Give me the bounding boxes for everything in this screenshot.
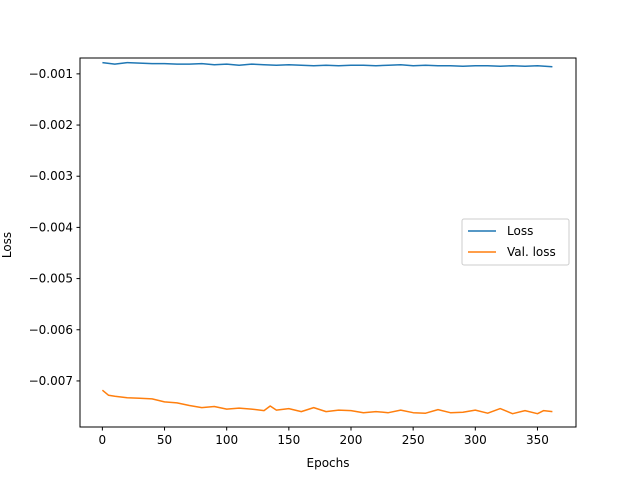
plot-area xyxy=(101,61,553,415)
x-tick-label: 50 xyxy=(157,433,172,447)
x-tick-label: 0 xyxy=(99,433,107,447)
x-tick-label: 300 xyxy=(464,433,487,447)
y-tick-label: −0.007 xyxy=(29,374,73,388)
y-tick-label: −0.001 xyxy=(29,67,73,81)
x-tick-label: 350 xyxy=(526,433,549,447)
y-axis-label: Loss xyxy=(0,232,14,258)
x-tick-label: 100 xyxy=(215,433,238,447)
y-tick-label: −0.006 xyxy=(29,323,73,337)
legend: Loss Val. loss xyxy=(461,218,570,266)
x-tick-label: 150 xyxy=(277,433,300,447)
x-axis-label: Epochs xyxy=(307,456,350,470)
legend-label-2: Val. loss xyxy=(507,245,556,259)
x-tick-label: 250 xyxy=(402,433,425,447)
series-line-2 xyxy=(101,389,553,415)
y-tick-label: −0.002 xyxy=(29,118,73,132)
y-tick-label: −0.003 xyxy=(29,169,73,183)
axes: 0 50 100 150 200 250 300 350 −0.007 −0.006 −0.005 −… xyxy=(29,57,577,447)
y-tick-label: −0.004 xyxy=(29,220,73,234)
axes-frame xyxy=(79,57,577,428)
series-line-1 xyxy=(102,61,553,68)
y-tick-label: −0.005 xyxy=(29,272,73,286)
x-tick-label: 200 xyxy=(340,433,363,447)
legend-label-1: Loss xyxy=(507,224,533,238)
